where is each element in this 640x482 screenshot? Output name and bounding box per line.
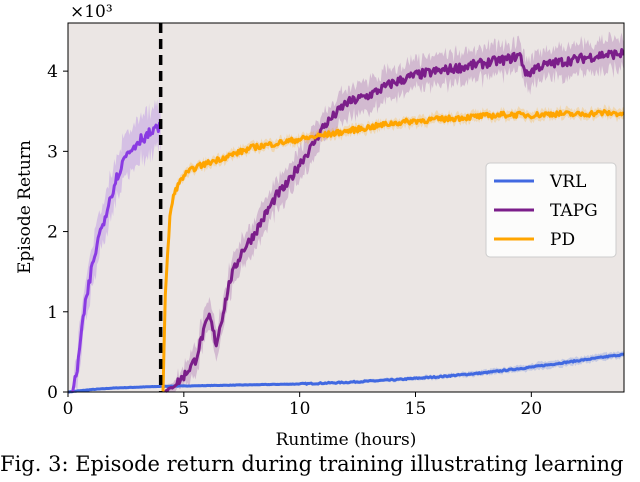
- series-band-tapg: [165, 31, 625, 392]
- y-multiplier-label: ×10³: [70, 2, 113, 22]
- x-tick-label: 10: [289, 399, 311, 419]
- y-tick-label: 2: [47, 223, 58, 243]
- y-axis-label: Episode Return: [15, 140, 35, 274]
- x-ticks: 0 5 10 15 20: [63, 392, 543, 419]
- legend-label-pd: PD: [550, 230, 575, 250]
- y-tick-label: 1: [47, 303, 58, 323]
- chart: 0 5 10 15 20 0 1 2 3 4 ×10³ Runtime (hours) Epis…: [15, 2, 625, 450]
- legend: VRL TAPG PD: [485, 162, 617, 258]
- series-band-pretrain: [72, 96, 161, 392]
- x-tick-label: 0: [63, 399, 74, 419]
- legend-label-vrl: VRL: [549, 172, 586, 192]
- plot-frame: [67, 22, 625, 393]
- series-line-pretrain: [71, 121, 163, 393]
- series-line-pd: [161, 109, 625, 393]
- series-line-tapg: [164, 48, 625, 393]
- x-axis-label: Runtime (hours): [276, 430, 417, 450]
- y-ticks: 0 1 2 3 4: [47, 62, 68, 403]
- y-tick-label: 0: [47, 383, 58, 403]
- x-tick-label: 15: [405, 399, 427, 419]
- y-tick-label: 4: [47, 62, 58, 82]
- series-lines: [67, 48, 625, 394]
- figure-caption: Fig. 3: Episode return during training i…: [0, 452, 624, 476]
- series-line-vrl: [67, 352, 625, 394]
- legend-box: [485, 162, 617, 258]
- x-tick-label: 20: [521, 399, 543, 419]
- x-tick-label: 5: [178, 399, 189, 419]
- y-tick-label: 3: [47, 142, 58, 162]
- legend-label-tapg: TAPG: [550, 201, 598, 221]
